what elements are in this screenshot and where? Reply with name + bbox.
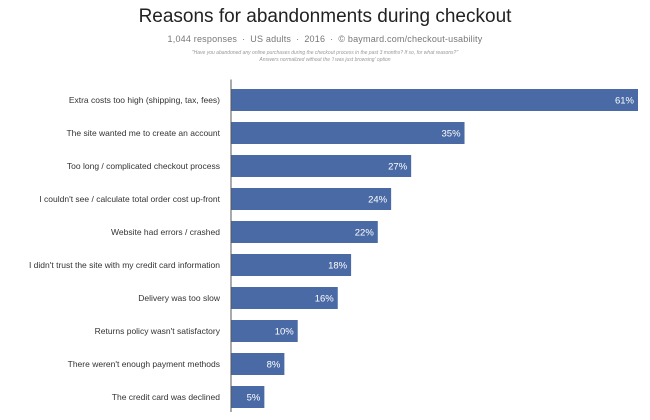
value-label: 24% [368,195,388,206]
separator-dot: · [296,34,300,44]
bar-10 [231,386,265,408]
bar-5 [231,221,378,243]
category-label: Extra costs too high (shipping, tax, fee… [69,95,220,105]
bar-1 [231,89,638,111]
category-label: The credit card was declined [112,392,220,402]
bar-8 [231,320,298,342]
separator-dot: · [330,34,334,44]
bar-4 [231,188,392,210]
bar-3 [231,155,412,177]
normalization-note: Answers normalized without the 'I was ju… [259,57,391,63]
category-label: Too long / complicated checkout process [67,161,220,171]
separator-dot: · [242,34,246,44]
category-label: I couldn't see / calculate total order c… [39,194,220,204]
value-label: 8% [267,360,281,371]
source-label: © baymard.com/checkout-usability [338,34,483,44]
audience-label: US adults [250,34,292,44]
value-label: 35% [442,129,462,140]
value-label: 18% [328,261,348,272]
value-label: 10% [275,327,295,338]
category-label: There weren't enough payment methods [68,359,220,369]
category-label: Returns policy wasn't satisfactory [95,326,221,336]
chart-subtitle: 1,044 responses · US adults · 2016 · © baymard… [0,34,650,44]
category-label: Delivery was too slow [138,293,221,303]
value-label: 61% [615,96,635,107]
value-label: 27% [388,162,408,173]
bar-2 [231,122,465,144]
category-label: Website had errors / crashed [111,227,220,237]
value-label: 16% [315,294,335,305]
bar-7 [231,287,338,309]
value-label: 22% [355,228,375,239]
category-label: The site wanted me to create an account [66,128,220,138]
year-label: 2016 [304,34,326,44]
survey-question-note: "Have you abandoned any online purchases… [191,50,459,56]
chart-title: Reasons for abandonments during checkout [138,6,512,27]
category-label: I didn't trust the site with my credit c… [29,260,220,270]
value-label: 5% [247,393,261,404]
response-count: 1,044 responses [167,34,238,44]
bar-6 [231,254,352,276]
bar-9 [231,353,285,375]
